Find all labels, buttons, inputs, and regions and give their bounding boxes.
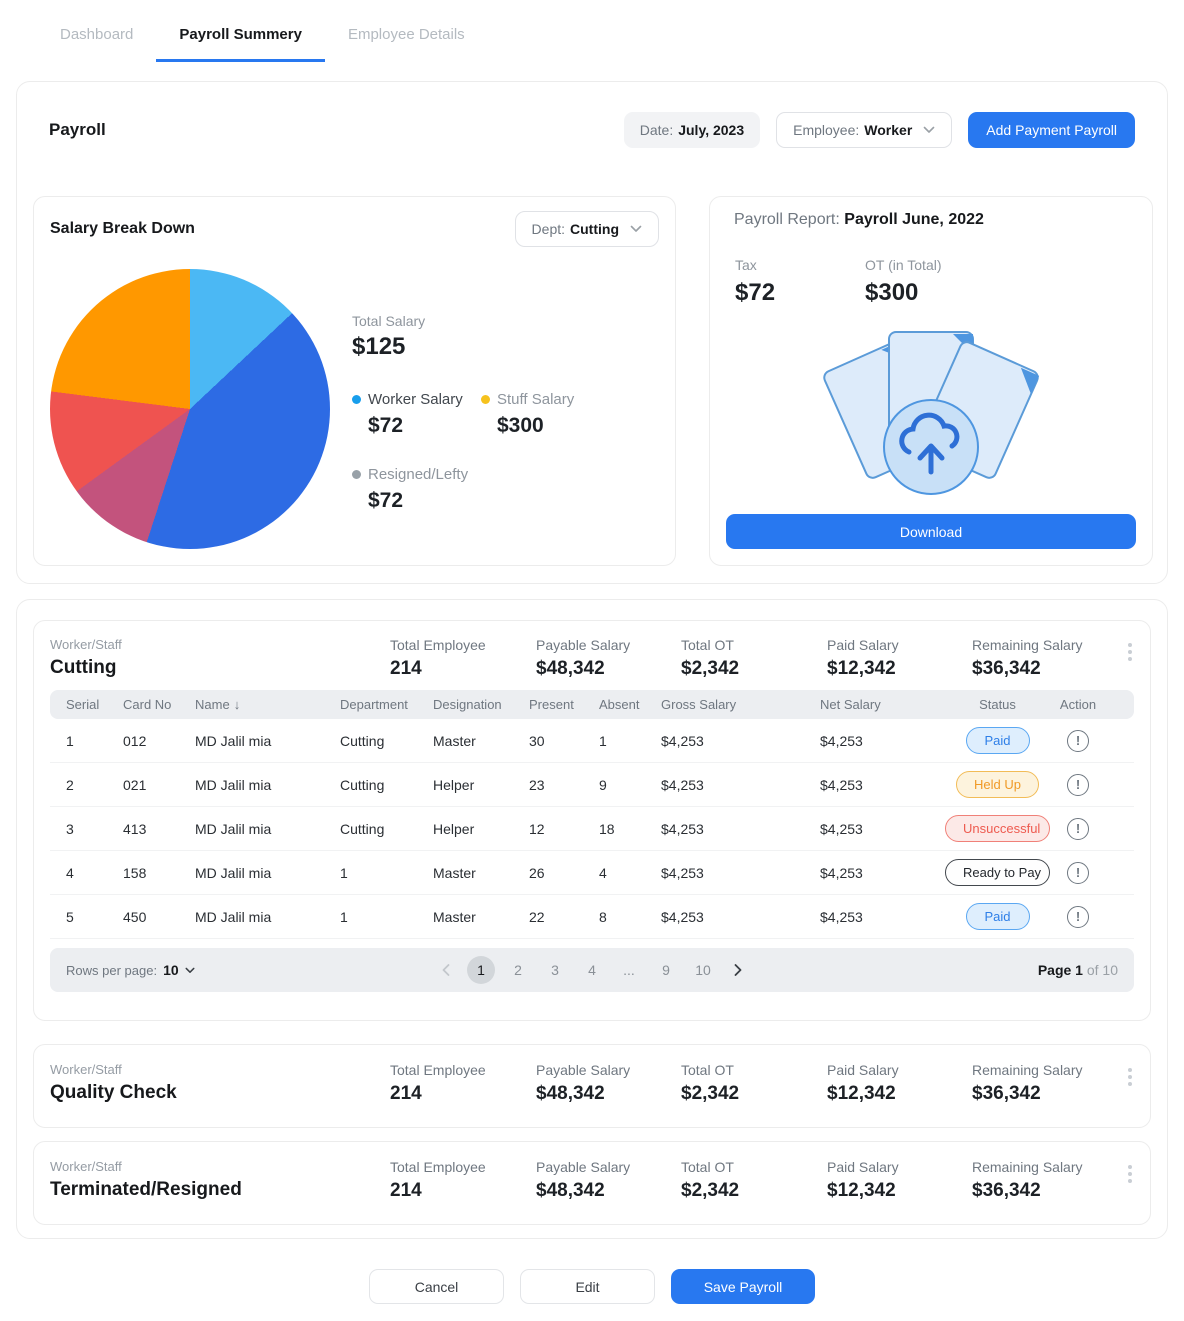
resigned-lefty-dot-icon [352,470,361,479]
sort-desc-icon[interactable]: ↓ [233,697,241,712]
page-10-button[interactable]: 10 [695,962,711,978]
dept-filter[interactable]: Dept: Cutting [514,211,659,247]
page-2-button[interactable]: 2 [514,962,522,978]
prev-page-icon[interactable] [434,956,458,984]
tax-stat: Tax $72 [735,257,776,306]
legend-item-worker-salary: Worker Salary $72 [352,391,481,438]
status-badge: Paid [965,903,1030,930]
footer-actions: Cancel Edit Save Payroll [0,1269,1184,1320]
alert-info-icon[interactable]: ! [1067,817,1089,840]
save-payroll-button[interactable]: Save Payroll [671,1269,815,1304]
top-tab-bar: Dashboard Payroll Summery Employee Detai… [0,0,1184,62]
section-title-quality-check: Quality Check [50,1082,177,1103]
report-title-label: Payroll Report: [734,211,840,228]
pagination-bar: Rows per page: 10 1 2 3 4 [50,948,1134,992]
legend-item-stuff-salary: Stuff Salary $300 [481,391,574,438]
table-row: 2 021 MD Jalil mia Cutting Helper 23 9 $4,253… [50,763,1134,807]
status-badge: Paid [965,727,1030,754]
date-filter-value: July, 2023 [678,122,745,138]
payroll-table: Serial Card No Name ↓ Department Designat… [50,690,1134,992]
name-header[interactable]: Name ↓ [195,697,241,712]
tab-employee-details[interactable]: Employee Details [347,26,465,43]
section-title-cutting: Cutting [50,657,117,678]
tab-dashboard[interactable]: Dashboard [60,26,134,43]
cancel-button[interactable]: Cancel [369,1269,504,1304]
employee-filter-value: Worker [864,122,913,138]
edit-button[interactable]: Edit [520,1269,655,1304]
alert-info-icon[interactable]: ! [1067,773,1089,796]
tab-payroll-summary[interactable]: Payroll Summery [156,26,325,62]
table-row: 5 450 MD Jalil mia 1 Master 22 8 $4,253 $4,253… [50,895,1134,939]
employee-filter[interactable]: Employee: Worker [776,112,953,148]
alert-info-icon[interactable]: ! [1067,729,1089,752]
cutting-table-card: Worker/Staff Cutting Total Employee 214 P… [33,620,1151,1021]
next-page-icon[interactable] [726,956,750,984]
more-menu-icon[interactable] [1124,637,1136,667]
report-title-value: Payroll June, 2022 [844,211,984,228]
section-title-terminated: Terminated/Resigned [50,1179,242,1200]
more-menu-icon[interactable] [1124,1159,1136,1189]
rows-per-page-label: Rows per page: [66,962,158,978]
status-badge: Ready to Pay [945,859,1050,886]
payroll-documents-illustration [726,307,1136,514]
date-filter-label: Date: [639,122,674,138]
page-3-button[interactable]: 3 [551,962,559,978]
page-9-button[interactable]: 9 [662,962,670,978]
worker-staff-section: Worker/Staff Cutting Total Employee 214 P… [16,599,1168,1239]
table-row: 3 413 MD Jalil mia Cutting Helper 12 18 $4,25… [50,807,1134,851]
page-title: Payroll [49,120,106,139]
dept-filter-value: Cutting [570,221,619,237]
quality-check-card: Worker/Staff Quality Check Total Employe… [33,1044,1151,1128]
table-header-row: Serial Card No Name ↓ Department Designat… [50,690,1134,719]
dept-filter-label: Dept: [531,221,566,237]
alert-info-icon[interactable]: ! [1067,861,1089,884]
page-indicator: Page 1 of 10 [1037,962,1118,978]
legend-item-resigned-lefty: Resigned/Lefty $72 [352,466,481,513]
total-salary-value: $125 [352,333,406,360]
payroll-report-card: Payroll Report: Payroll June, 2022 Tax $… [709,196,1153,566]
chevron-down-icon [923,126,935,134]
payroll-section: Payroll Date: July, 2023 Employee: Worke… [16,81,1168,584]
total-salary-label: Total Salary [352,313,426,329]
table-row: 4 158 MD Jalil mia 1 Master 26 4 $4,253 $4,253… [50,851,1134,895]
salary-breakdown-card: Salary Break Down Dept: Cutting Total Sa… [33,196,676,566]
cutting-summary-row: Worker/Staff Cutting Total Employee 214 P… [50,637,1134,680]
page-4-button[interactable]: 4 [588,962,596,978]
add-payment-payroll-button[interactable]: Add Payment Payroll [968,112,1135,148]
chevron-down-icon [630,225,642,233]
status-badge: Held Up [956,771,1039,798]
cloud-upload-icon [899,412,960,474]
date-filter[interactable]: Date: July, 2023 [623,112,761,148]
pie-chart [50,269,330,549]
employee-filter-label: Employee: [793,122,860,138]
page-ellipsis: ... [623,962,635,978]
worker-salary-dot-icon [352,395,361,404]
more-menu-icon[interactable] [1124,1062,1136,1092]
rows-per-page-value[interactable]: 10 [163,962,179,978]
alert-info-icon[interactable]: ! [1067,905,1089,928]
table-row: 1 012 MD Jalil mia Cutting Master 30 1 $4,253… [50,719,1134,763]
status-badge: Unsuccessful [945,815,1050,842]
chevron-down-icon[interactable] [185,967,195,974]
pie-legend: Total Salary $125 Worker Salary $72 [352,269,574,549]
ot-stat: OT (in Total) $300 [865,257,942,306]
stuff-salary-dot-icon [481,395,490,404]
breakdown-title: Salary Break Down [50,220,195,237]
terminated-resigned-card: Worker/Staff Terminated/Resigned Total E… [33,1141,1151,1225]
page-1-button[interactable]: 1 [467,956,495,984]
download-button[interactable]: Download [726,514,1136,549]
